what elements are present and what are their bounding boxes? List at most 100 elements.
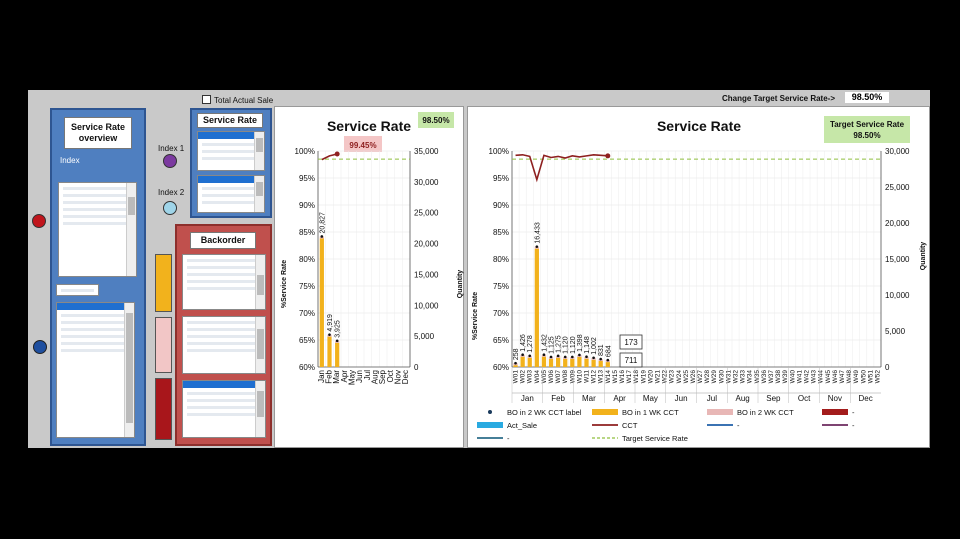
x-tick-label: W25 <box>683 370 690 384</box>
target-badge-bg <box>824 116 910 143</box>
bar-value-label: 20,827 <box>319 212 326 234</box>
swatch-bo2wk[interactable] <box>155 317 172 373</box>
legend-label: Act_Sale <box>507 421 537 430</box>
y2-tick-label: 15,000 <box>885 255 910 264</box>
bar-value-label: 1,148 <box>584 336 591 354</box>
total-actual-sale-label: Total Actual Sale <box>214 96 274 105</box>
bar-bo1wk <box>591 359 596 367</box>
bar-marker <box>592 356 595 360</box>
legend-label: - <box>852 421 855 430</box>
index2-icon[interactable] <box>163 201 177 215</box>
index1-icon[interactable] <box>163 154 177 168</box>
bar-value-label: 4,919 <box>327 314 334 332</box>
y-tick-label: 100% <box>295 147 315 156</box>
x-tick-label: W37 <box>768 370 775 384</box>
x-tick-label: W10 <box>576 370 583 384</box>
y2-tick-label: 30,000 <box>414 178 439 187</box>
red-status-icon[interactable] <box>32 214 46 228</box>
overview-panel: Service Rate overview Index <box>50 108 146 446</box>
overview-list[interactable] <box>56 302 135 438</box>
bar-bo1wk <box>527 357 532 367</box>
legend-label: - <box>507 434 510 443</box>
swatch-other[interactable] <box>155 378 172 440</box>
bar-marker <box>535 245 539 248</box>
legend-label: BO in 2 WK CCT label <box>507 408 582 417</box>
cct-last-point <box>334 151 340 157</box>
legend-swatch <box>488 410 492 414</box>
x-tick-label: W45 <box>825 370 832 384</box>
x-tick-label: W18 <box>633 370 640 384</box>
blue-status-icon[interactable] <box>33 340 47 354</box>
bar-value-label: 684 <box>605 345 612 357</box>
target-rate-input[interactable]: 98.50% <box>845 92 889 103</box>
x-tick-label: Sep <box>378 369 387 384</box>
bar-bo1wk <box>534 248 539 367</box>
bar-value-label: 258 <box>513 348 520 360</box>
y-tick-label: 95% <box>299 174 315 183</box>
x-tick-label: W28 <box>704 370 711 384</box>
x-tick-label: Mar <box>332 370 341 384</box>
left-chart-title: Service Rate <box>327 118 411 134</box>
bar-value-label: 1,125 <box>549 336 556 354</box>
x-tick-label: W01 <box>513 370 520 384</box>
y-tick-label: 70% <box>299 309 315 318</box>
bar-marker <box>335 339 339 343</box>
service-rate-slicer: Service Rate <box>190 108 272 218</box>
bar-bo1wk <box>584 358 589 367</box>
left-badge-bg <box>418 112 454 128</box>
bar-bo1wk <box>570 358 575 367</box>
month-label: Feb <box>551 394 565 403</box>
bar-bo1wk <box>577 356 582 367</box>
cct-line <box>321 153 338 161</box>
x-tick-label: W52 <box>874 370 881 384</box>
bar-value-label: 1,432 <box>541 334 548 352</box>
service-rate-slicer-title: Service Rate <box>197 113 263 128</box>
bar-bo1wk <box>513 365 518 367</box>
bar-bo1wk <box>520 356 525 367</box>
x-tick-label: W48 <box>846 370 853 384</box>
total-actual-sale-checkbox[interactable] <box>202 95 211 104</box>
x-tick-label: W46 <box>832 370 839 384</box>
month-label: Oct <box>798 394 811 403</box>
x-tick-label: W50 <box>860 370 867 384</box>
backorder-list-1[interactable] <box>182 254 266 310</box>
y2-tick-label: 5,000 <box>414 332 435 341</box>
y2-tick-label: 0 <box>414 363 419 372</box>
overview-filter-box[interactable] <box>56 284 99 296</box>
right-chart-title: Service Rate <box>657 118 741 134</box>
overview-title: Service Rate overview <box>64 117 132 149</box>
month-label: Jun <box>675 394 688 403</box>
bar-marker <box>521 353 524 357</box>
x-tick-label: W42 <box>803 370 810 384</box>
index1-label: Index 1 <box>158 144 185 153</box>
bar-value-label: 3,925 <box>335 320 342 338</box>
y-tick-label: 70% <box>493 309 509 318</box>
index1-list[interactable] <box>197 131 265 171</box>
overview-index-label: Index <box>60 156 80 165</box>
x-tick-label: Oct <box>386 369 395 382</box>
backorder-list-3[interactable] <box>182 380 266 438</box>
monthly-chart-svg: Service Rate 98.50% 99.45% 100% 95% 90% 85%… <box>281 112 464 385</box>
bar-marker <box>571 355 574 359</box>
y2-tick-label: 35,000 <box>414 147 439 156</box>
x-tick-label: W03 <box>527 370 534 384</box>
x-tick-label: W34 <box>747 370 754 384</box>
x-tick-label: W04 <box>534 370 541 384</box>
x-tick-label: Jun <box>355 370 364 383</box>
legend-label: - <box>737 421 740 430</box>
legend-swatch <box>822 409 848 415</box>
current-rate-bg <box>344 136 382 152</box>
bar-bo1wk <box>563 358 568 367</box>
x-tick-label: W32 <box>733 370 740 384</box>
overview-index-list[interactable] <box>58 182 137 277</box>
x-tick-label: W23 <box>669 370 676 384</box>
x-tick-label: W06 <box>548 370 555 384</box>
index2-list[interactable] <box>197 175 265 213</box>
x-tick-label: Feb <box>325 369 334 383</box>
monthly-service-rate-chart <box>274 106 464 448</box>
x-tick-label: W40 <box>789 370 796 384</box>
swatch-bo1wk[interactable] <box>155 254 172 312</box>
backorder-list-2[interactable] <box>182 316 266 374</box>
bar-marker <box>606 358 610 362</box>
month-label: Jan <box>521 394 534 403</box>
